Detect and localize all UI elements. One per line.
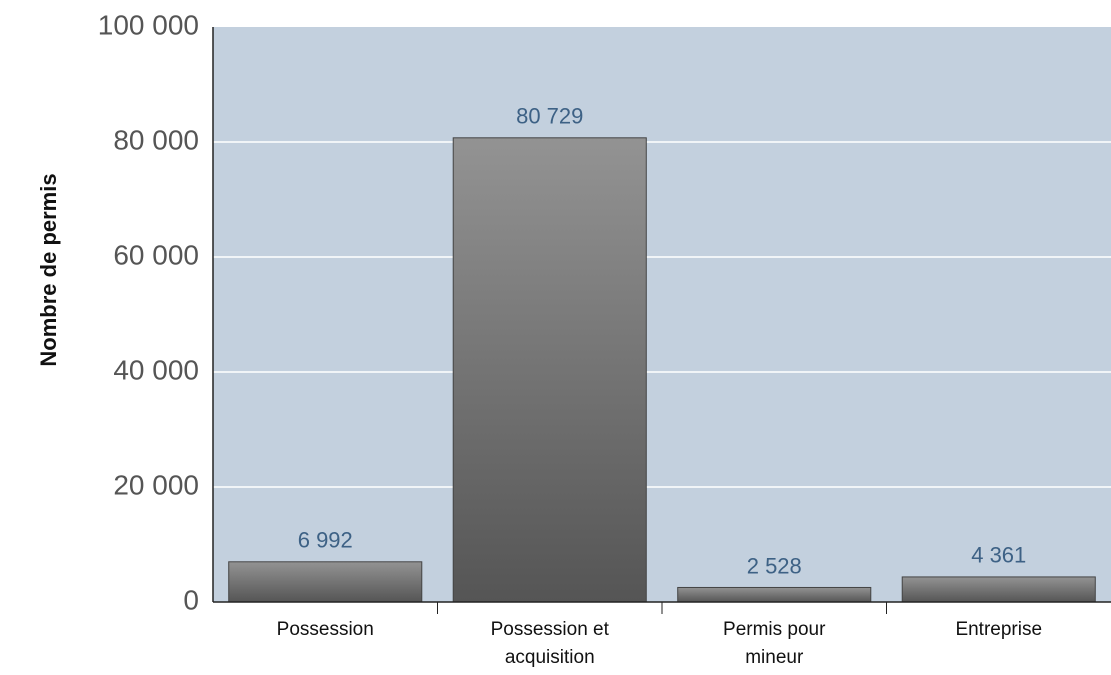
y-tick-label: 0 — [183, 584, 199, 615]
data-label: 4 361 — [971, 543, 1026, 568]
y-axis-title: Nombre de permis — [36, 173, 61, 366]
data-label: 80 729 — [516, 104, 583, 129]
x-tick-label: Entreprise — [955, 619, 1043, 640]
data-label: 6 992 — [298, 528, 353, 553]
bar — [677, 586, 872, 603]
y-tick-label: 100 000 — [98, 9, 199, 40]
bar — [452, 137, 647, 603]
y-tick-label: 20 000 — [113, 469, 199, 500]
x-tick-label: Possession et acquisition — [490, 619, 609, 668]
y-tick-label: 80 000 — [113, 124, 199, 155]
x-tick-label: Permis pour mineur — [723, 619, 826, 668]
data-label: 2 528 — [747, 553, 802, 578]
bar — [901, 576, 1096, 603]
plot-area — [213, 27, 1111, 602]
bar — [228, 561, 423, 603]
x-tick-label: Possession — [276, 619, 374, 640]
y-tick-label: 40 000 — [113, 354, 199, 385]
y-tick-label: 60 000 — [113, 239, 199, 270]
